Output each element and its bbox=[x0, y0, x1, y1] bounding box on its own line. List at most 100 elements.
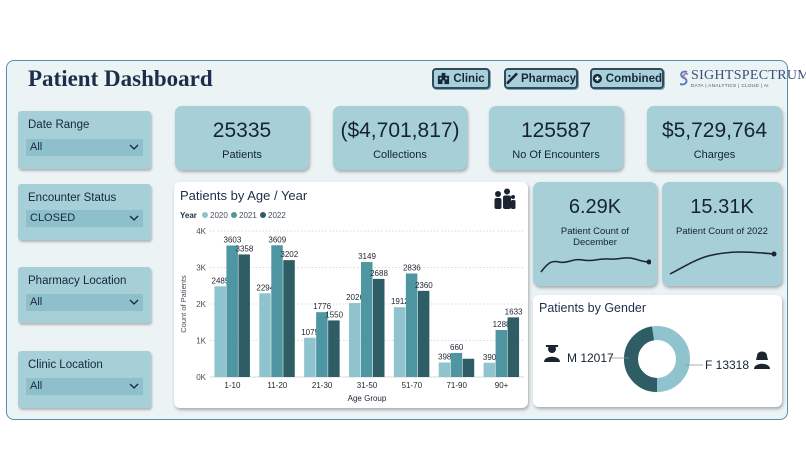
female-icon bbox=[754, 351, 770, 369]
select-value: All bbox=[30, 296, 43, 308]
female-label: F 13318 bbox=[705, 358, 750, 372]
data-label: 2688 bbox=[370, 269, 388, 278]
legend-title: Year bbox=[180, 211, 197, 220]
male-label: M 12017 bbox=[567, 351, 614, 365]
data-label: 3609 bbox=[268, 235, 286, 244]
filter-label: Clinic Location bbox=[28, 359, 103, 371]
kpi-value: ($4,701,817) bbox=[340, 119, 460, 142]
filter-label: Encounter Status bbox=[28, 192, 117, 204]
x-axis-title: Age Group bbox=[348, 394, 387, 403]
mini-value: 15.31K bbox=[690, 196, 754, 218]
clinic-location-select[interactable]: All bbox=[26, 378, 143, 395]
bar bbox=[238, 254, 250, 377]
data-label: 3149 bbox=[358, 252, 376, 261]
y-tick-label: 4K bbox=[196, 227, 206, 236]
x-tick-label: 21-30 bbox=[312, 381, 333, 390]
kpi-patients: 25335 Patients bbox=[175, 106, 309, 170]
y-tick-label: 0K bbox=[196, 373, 206, 382]
people-icon bbox=[494, 188, 516, 209]
sightspectrum-logo: SIGHTSPECTRUM DATA | ANALYTICS | CLOUD |… bbox=[678, 68, 806, 90]
legend-label: 2022 bbox=[268, 211, 286, 220]
year-2022-sparkline bbox=[669, 251, 777, 275]
bar bbox=[393, 307, 406, 377]
legend-marker bbox=[260, 212, 266, 218]
bar bbox=[417, 290, 430, 377]
x-tick-label: 31-50 bbox=[357, 381, 378, 390]
bar bbox=[507, 317, 520, 377]
logo-tagline: DATA | ANALYTICS | CLOUD | AI bbox=[691, 83, 769, 88]
data-label: 2026 bbox=[346, 293, 364, 302]
bar bbox=[283, 260, 295, 377]
select-value: All bbox=[30, 141, 43, 153]
card-patient-2022: 15.31K Patient Count of 2022 bbox=[662, 182, 782, 286]
bar bbox=[304, 337, 316, 377]
legend-label: 2021 bbox=[239, 211, 257, 220]
kpi-label: Collections bbox=[373, 149, 427, 161]
kpi-charges: $5,729,764 Charges bbox=[647, 106, 782, 170]
combined-button[interactable]: Combined bbox=[590, 68, 664, 89]
bar bbox=[271, 245, 283, 377]
bar bbox=[349, 303, 361, 377]
legend-label: 2020 bbox=[210, 211, 228, 220]
bar bbox=[316, 312, 328, 377]
encounter-status-select[interactable]: CLOSED bbox=[26, 210, 143, 227]
y-axis-title: Count of Patients bbox=[179, 275, 188, 333]
male-icon bbox=[544, 345, 560, 362]
clinic-icon bbox=[438, 72, 450, 85]
data-label: 660 bbox=[450, 343, 464, 352]
pharmacy-location-select[interactable]: All bbox=[26, 294, 143, 311]
gender-chart-card: Patients by Gender M 12017 F 13318 bbox=[533, 295, 782, 407]
kpi-value: $5,729,764 bbox=[661, 119, 768, 142]
plus-circle-icon bbox=[592, 73, 602, 84]
kpi-encounters: 125587 No Of Encounters bbox=[489, 106, 623, 170]
x-tick-label: 11-20 bbox=[267, 381, 287, 390]
pharmacy-button[interactable]: Pharmacy bbox=[504, 68, 578, 89]
data-label: 2836 bbox=[403, 263, 421, 272]
bar bbox=[214, 286, 226, 377]
gender-title: Patients by Gender bbox=[539, 301, 647, 315]
data-label: 3358 bbox=[236, 244, 254, 253]
data-label: 2360 bbox=[415, 281, 433, 290]
chart-title: Patients by Age / Year bbox=[180, 188, 308, 203]
y-tick-label: 3K bbox=[196, 264, 206, 273]
mini-value: 6.29K bbox=[568, 196, 622, 218]
kpi-value: 25335 bbox=[212, 119, 272, 142]
mini-label: Patient Count of December bbox=[560, 226, 630, 248]
bar bbox=[373, 278, 385, 377]
combined-label: Combined bbox=[605, 72, 662, 85]
data-label: 2294 bbox=[256, 283, 274, 292]
bar bbox=[259, 293, 271, 377]
filter-date-range: Date Range All bbox=[18, 111, 151, 169]
x-tick-label: 71-90 bbox=[446, 381, 467, 390]
data-label: 1776 bbox=[313, 302, 331, 311]
bar bbox=[462, 358, 475, 377]
card-patient-december: 6.29K Patient Count of December bbox=[533, 182, 657, 286]
date-range-select[interactable]: All bbox=[26, 139, 143, 156]
chevron-down-icon bbox=[129, 144, 139, 150]
x-tick-label: 90+ bbox=[495, 381, 509, 390]
x-tick-label: 51-70 bbox=[402, 381, 423, 390]
filter-label: Date Range bbox=[28, 119, 90, 131]
bar bbox=[483, 362, 496, 377]
pharmacy-label: Pharmacy bbox=[521, 72, 576, 85]
legend-marker bbox=[231, 212, 237, 218]
kpi-value: 125587 bbox=[520, 119, 592, 142]
december-sparkline bbox=[540, 257, 651, 273]
clinic-button[interactable]: Clinic bbox=[432, 68, 490, 89]
data-label: 3202 bbox=[280, 250, 298, 259]
data-label: 1550 bbox=[325, 310, 343, 319]
select-value: CLOSED bbox=[30, 212, 76, 224]
data-label: 398 bbox=[438, 352, 452, 361]
legend-marker bbox=[202, 212, 208, 218]
age-year-chart: Year 2020 2021 2022 0K 1K 2K 3K 4K Count of Patie… bbox=[179, 211, 524, 403]
age-year-chart-card: Patients by Age / Year Year 2020 2021 2022 0… bbox=[174, 182, 528, 408]
bar bbox=[361, 262, 373, 377]
filter-pharmacy-location: Pharmacy Location All bbox=[18, 267, 151, 323]
donut-slice-male bbox=[624, 326, 690, 392]
data-label: 2485 bbox=[212, 276, 230, 285]
data-label: 390 bbox=[483, 353, 497, 362]
data-label: 1288 bbox=[493, 320, 511, 329]
filter-label: Pharmacy Location bbox=[28, 275, 127, 287]
bar bbox=[450, 352, 463, 377]
data-label: 1912 bbox=[391, 297, 409, 306]
